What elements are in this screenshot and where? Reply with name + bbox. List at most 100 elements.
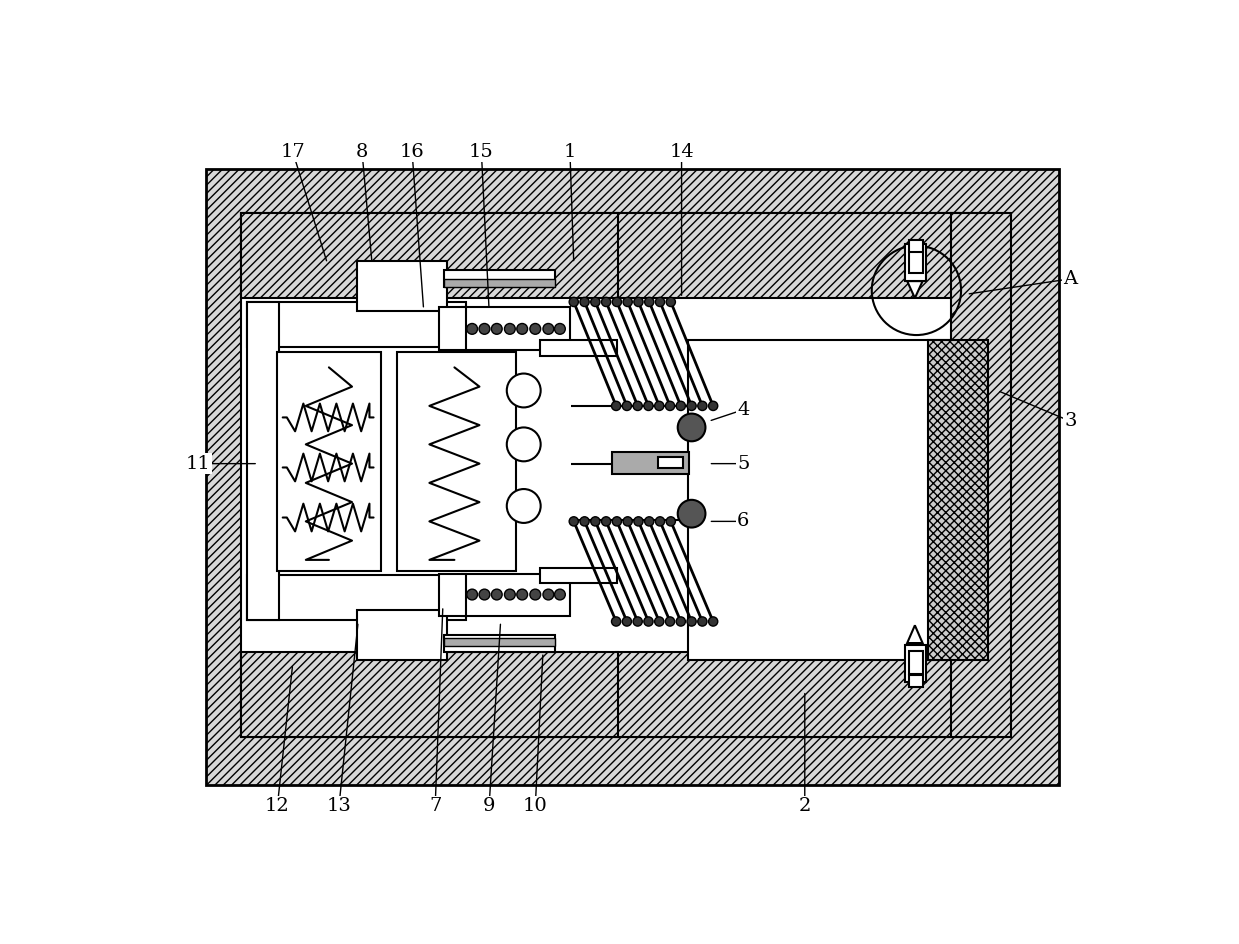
Circle shape <box>678 413 705 441</box>
Bar <box>247 302 279 620</box>
Bar <box>439 308 466 349</box>
Text: 4: 4 <box>737 401 750 419</box>
Circle shape <box>698 401 707 411</box>
Circle shape <box>580 516 590 526</box>
Text: 11: 11 <box>186 455 211 473</box>
Circle shape <box>667 516 675 526</box>
Text: 6: 6 <box>737 513 750 531</box>
Text: 12: 12 <box>265 798 290 816</box>
Circle shape <box>698 616 707 626</box>
Bar <box>242 213 1007 737</box>
Circle shape <box>555 589 565 600</box>
Circle shape <box>709 616 717 626</box>
Circle shape <box>555 324 565 334</box>
Circle shape <box>517 589 528 600</box>
Polygon shape <box>907 281 923 298</box>
Circle shape <box>686 401 696 411</box>
Bar <box>445 635 555 652</box>
Circle shape <box>517 324 528 334</box>
Bar <box>904 244 927 281</box>
Text: 9: 9 <box>483 798 496 816</box>
Bar <box>357 610 447 660</box>
Circle shape <box>492 324 502 334</box>
Text: A: A <box>1063 270 1078 288</box>
Bar <box>540 567 617 583</box>
Circle shape <box>492 589 502 600</box>
Text: 2: 2 <box>799 798 812 816</box>
Circle shape <box>676 616 685 626</box>
Bar <box>616 213 959 298</box>
Circle shape <box>644 616 653 626</box>
Circle shape <box>530 589 540 600</box>
Circle shape <box>665 616 675 626</box>
Bar <box>688 341 952 660</box>
Circle shape <box>569 297 579 307</box>
Circle shape <box>623 297 632 307</box>
Circle shape <box>612 297 622 307</box>
Bar <box>206 169 1059 784</box>
Text: 10: 10 <box>523 798 548 816</box>
Circle shape <box>612 401 621 411</box>
Text: 8: 8 <box>356 143 368 160</box>
Bar <box>928 341 987 660</box>
Circle shape <box>634 516 643 526</box>
Bar <box>952 213 1011 737</box>
Circle shape <box>709 401 717 411</box>
Bar <box>612 452 689 474</box>
Circle shape <box>569 516 579 526</box>
Circle shape <box>633 616 642 626</box>
Text: 13: 13 <box>327 798 352 816</box>
Text: 16: 16 <box>400 143 425 160</box>
Bar <box>908 650 923 674</box>
Bar <box>908 250 923 274</box>
Circle shape <box>686 616 696 626</box>
Circle shape <box>655 516 664 526</box>
Bar <box>462 574 570 616</box>
Circle shape <box>612 516 622 526</box>
Circle shape <box>622 401 632 411</box>
Bar <box>904 645 927 682</box>
Bar <box>445 638 555 646</box>
Bar <box>242 652 618 737</box>
Circle shape <box>678 499 705 528</box>
Circle shape <box>622 616 632 626</box>
Bar <box>908 241 923 252</box>
Circle shape <box>507 489 540 523</box>
Text: 3: 3 <box>1064 413 1077 430</box>
Circle shape <box>543 324 554 334</box>
Bar <box>357 261 447 312</box>
Circle shape <box>633 401 642 411</box>
Text: 15: 15 <box>470 143 494 160</box>
Circle shape <box>644 516 654 526</box>
Circle shape <box>591 297 600 307</box>
Bar <box>445 270 555 287</box>
Bar <box>242 213 618 298</box>
Bar <box>445 278 555 287</box>
Circle shape <box>654 401 664 411</box>
Circle shape <box>612 616 621 626</box>
Bar <box>396 352 515 571</box>
Circle shape <box>467 324 477 334</box>
Text: 17: 17 <box>280 143 305 160</box>
Bar <box>278 352 382 571</box>
Circle shape <box>543 589 554 600</box>
Text: 1: 1 <box>564 143 576 160</box>
Text: 7: 7 <box>429 798 441 816</box>
Circle shape <box>634 297 643 307</box>
Circle shape <box>644 297 654 307</box>
Bar <box>462 308 570 349</box>
Circle shape <box>665 401 675 411</box>
Polygon shape <box>907 625 923 643</box>
Circle shape <box>479 324 489 334</box>
Bar <box>439 574 466 616</box>
Circle shape <box>601 297 611 307</box>
Bar <box>908 675 923 687</box>
Circle shape <box>507 428 540 462</box>
Circle shape <box>655 297 664 307</box>
Circle shape <box>591 516 600 526</box>
Text: 5: 5 <box>737 455 750 473</box>
Bar <box>658 457 683 468</box>
Circle shape <box>507 374 540 408</box>
Circle shape <box>504 589 515 600</box>
Bar <box>616 652 959 737</box>
